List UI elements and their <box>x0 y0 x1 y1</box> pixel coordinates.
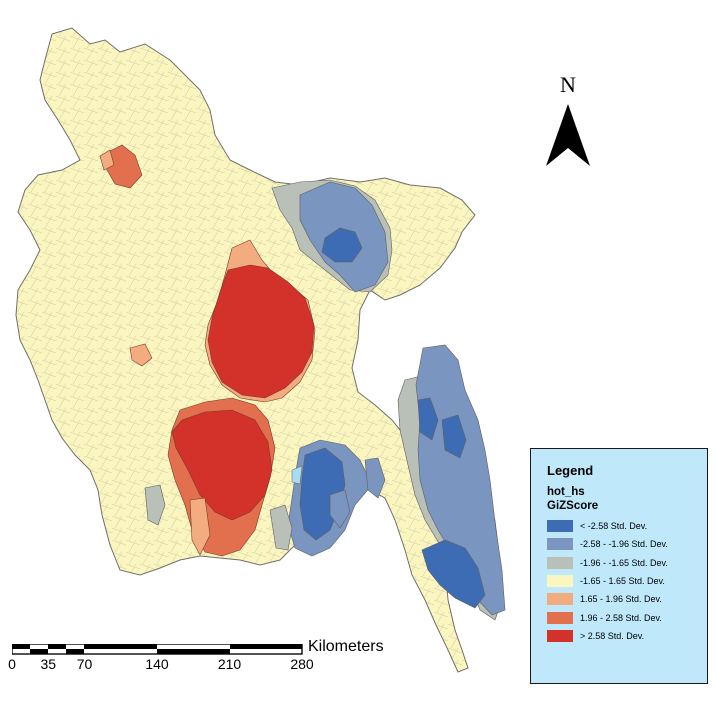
legend-layer-name: hot_hs <box>547 486 585 498</box>
scale-bar-unit: Kilometers <box>308 638 384 655</box>
legend-swatch <box>547 520 573 533</box>
scale-bar-tick-label: 0 <box>8 656 16 672</box>
legend-label: < -2.58 Std. Dev. <box>580 521 648 532</box>
legend-label: -1.65 - 1.65 Std. Dev. <box>580 576 665 587</box>
scale-bar-tick-label: 210 <box>217 656 242 672</box>
scale-bar-tick-label: 70 <box>76 656 93 672</box>
legend-label: -1.96 - -1.65 Std. Dev. <box>580 557 668 568</box>
map-legend: Legend hot_hs GiZScore < -2.58 Std. Dev.… <box>530 448 708 684</box>
legend-classes: < -2.58 Std. Dev. -2.58 - -1.96 Std. Dev.… <box>547 517 707 645</box>
north-letter: N <box>560 72 576 97</box>
legend-label: > 2.58 Std. Dev. <box>580 630 645 641</box>
legend-field-name: GiZScore <box>547 500 599 512</box>
legend-row: 1.96 - 2.58 Std. Dev. <box>547 608 707 626</box>
coastal-islands <box>329 457 386 529</box>
scale-bar-tick-label: 35 <box>40 656 57 672</box>
legend-label: 1.96 - 2.58 Std. Dev. <box>580 612 662 623</box>
north-arrow-icon <box>546 104 590 166</box>
cold-cluster-northeast <box>271 179 393 293</box>
legend-swatch <box>547 556 573 569</box>
legend-row: > 2.58 Std. Dev. <box>547 627 707 645</box>
legend-row: -1.65 - 1.65 Std. Dev. <box>547 572 707 590</box>
scale-bar-graphic <box>12 644 303 655</box>
water-body <box>291 465 303 485</box>
scale-bar: Kilometers 0 35 70 140 210 280 <box>0 636 400 676</box>
legend-label: -2.58 - -1.96 Std. Dev. <box>580 539 668 550</box>
scale-bar-tick-label: 280 <box>290 656 314 672</box>
legend-row: 1.65 - 1.96 Std. Dev. <box>547 590 707 608</box>
legend-label: 1.65 - 1.96 Std. Dev. <box>580 594 662 605</box>
north-arrow: N <box>540 72 596 173</box>
legend-row: -2.58 - -1.96 Std. Dev. <box>547 535 707 553</box>
hot-cluster-central <box>99 144 316 403</box>
legend-swatch <box>547 611 573 624</box>
scale-bar-tick-label: 140 <box>145 656 169 672</box>
legend-title: Legend <box>547 463 594 478</box>
legend-swatch <box>547 593 573 606</box>
legend-swatch <box>547 538 573 551</box>
legend-row: < -2.58 Std. Dev. <box>547 517 707 535</box>
legend-swatch <box>547 629 573 642</box>
legend-row: -1.96 - -1.65 Std. Dev. <box>547 554 707 572</box>
legend-swatch <box>547 575 573 588</box>
hot-cluster-southwest <box>167 397 276 557</box>
